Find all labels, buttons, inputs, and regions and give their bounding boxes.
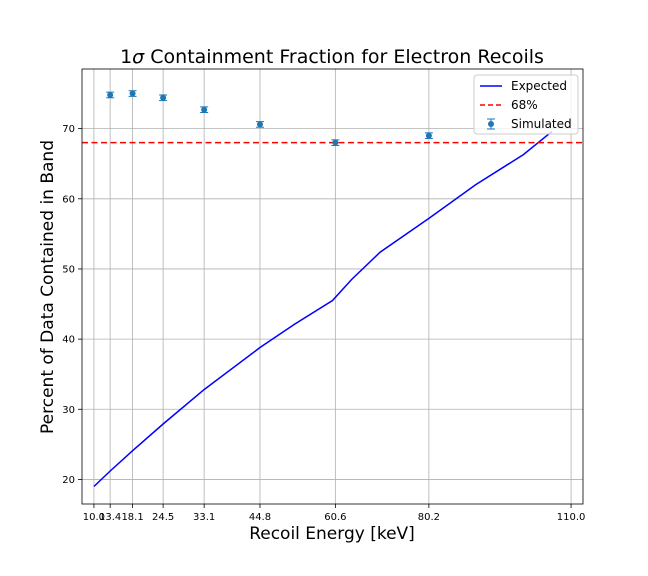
expected-line — [93, 130, 553, 488]
simulated-point — [424, 132, 433, 139]
simulated-marker — [201, 106, 208, 113]
simulated-marker — [160, 94, 167, 101]
simulated-point — [255, 121, 264, 128]
y-tick-label: 20 — [62, 475, 75, 486]
simulated-marker — [332, 139, 339, 146]
y-axis-label: Percent of Data Contained in Band — [38, 140, 58, 434]
y-tick-label: 30 — [62, 405, 75, 416]
simulated-marker — [425, 132, 432, 139]
axis-ticks: 10.013.4 18.1 24.5 33.1 44.8 60.6 80.2 110.0 20 3… — [62, 124, 585, 523]
x-tick-label: 13.4 — [99, 512, 121, 523]
x-tick-label: 10.0 — [83, 512, 105, 523]
legend-68-percent-label: 68% — [511, 98, 538, 112]
y-tick-label: 50 — [62, 264, 75, 275]
y-tick-label: 60 — [62, 194, 75, 205]
plot-series — [82, 90, 583, 488]
simulated-point — [331, 139, 340, 146]
plot-area-frame — [81, 68, 584, 505]
y-tick-label: 40 — [62, 335, 75, 346]
simulated-marker — [107, 91, 114, 98]
legend: Expected 68% Simulated — [473, 74, 579, 135]
x-tick-label: 33.1 — [193, 512, 215, 523]
chart-title: 1σ Containment Fraction for Electron Rec… — [120, 46, 544, 68]
x-tick-label: 60.6 — [324, 512, 346, 523]
x-tick-label: 44.8 — [249, 512, 271, 523]
legend-simulated-marker — [487, 118, 495, 130]
legend-simulated-label: Simulated — [511, 117, 572, 131]
simulated-point — [106, 91, 115, 99]
x-tick-label: 110.0 — [557, 512, 586, 523]
x-tick-label: 80.2 — [418, 512, 440, 523]
legend-expected-label: Expected — [511, 79, 567, 93]
simulated-marker — [129, 90, 136, 97]
x-tick-label: 24.5 — [152, 512, 174, 523]
simulated-marker — [256, 121, 263, 128]
grid-lines — [82, 69, 583, 504]
y-tick-label: 70 — [62, 124, 75, 135]
simulated-point — [159, 94, 168, 102]
x-axis-label: Recoil Energy [keV] — [249, 524, 415, 544]
x-tick-label: 18.1 — [121, 512, 143, 523]
simulated-point — [128, 90, 137, 97]
simulated-point — [200, 106, 209, 113]
legend-box — [473, 74, 579, 135]
